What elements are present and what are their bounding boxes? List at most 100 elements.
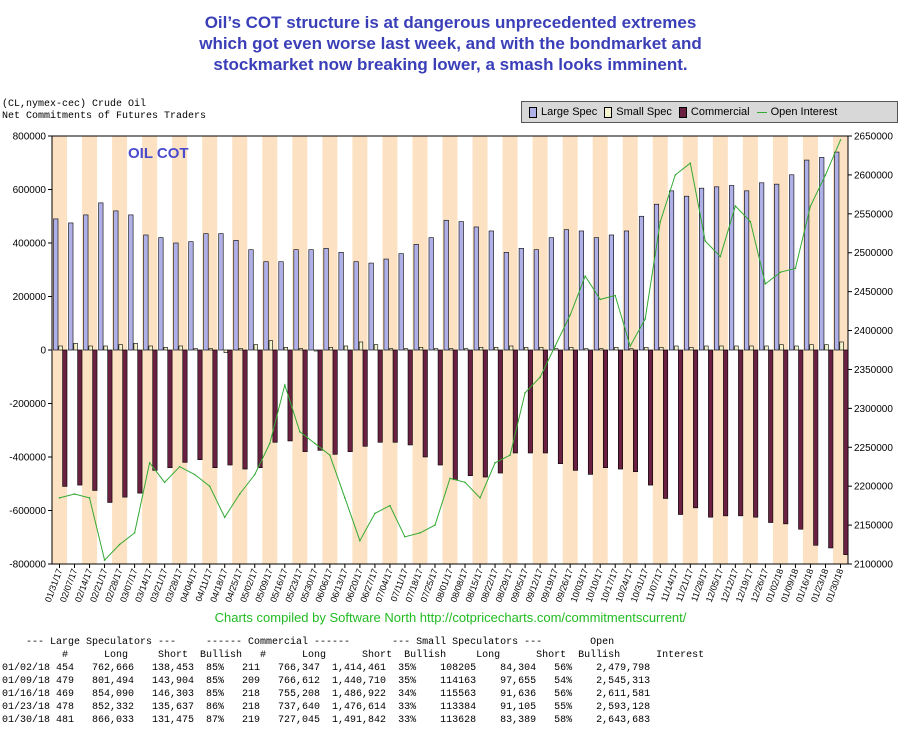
commercial-bar [572, 349, 578, 471]
open-interest-point [539, 376, 541, 379]
small-spec-bar [584, 348, 589, 351]
commercial-bar [212, 349, 218, 468]
left-axis-tick-label: 200000 [13, 292, 47, 303]
large-spec-bar [128, 214, 134, 351]
small-spec-bar [659, 347, 664, 351]
commercial-bar [512, 349, 518, 454]
large-spec-bar [188, 241, 194, 351]
large-spec-bar [203, 233, 209, 351]
commercial-bar [557, 349, 563, 464]
commercial-bar [798, 349, 804, 530]
table-row: 01/30/18 481 866,033 131,475 87% 219 727… [2, 715, 651, 726]
large-spec-bar [383, 258, 389, 351]
small-spec-bar [208, 348, 213, 351]
commercial-bar [663, 349, 669, 499]
small-spec-bar [764, 345, 769, 351]
commercial-bar [828, 349, 834, 549]
large-spec-bar [338, 252, 344, 351]
large-spec-bar [323, 248, 329, 351]
large-spec-bar [623, 230, 630, 351]
open-interest-point [88, 497, 91, 499]
small-spec-bar [554, 348, 559, 351]
open-interest-point [449, 477, 451, 480]
small-spec-bar [524, 347, 529, 351]
open-interest-point [524, 392, 526, 394]
right-axis-tick-label: 2100000 [854, 560, 893, 571]
small-spec-bar [824, 344, 829, 351]
large-spec-bar [443, 219, 449, 351]
chart-legend: Large Spec Small Spec Commercial Open In… [521, 101, 898, 123]
open-interest-point [704, 240, 707, 242]
commercial-bar [122, 349, 128, 498]
commercial-bar [347, 349, 353, 452]
small-spec-bar [794, 345, 799, 351]
large-spec-bar [834, 151, 840, 351]
legend-item: Small Spec [604, 106, 672, 118]
large-spec-bar [638, 215, 645, 351]
left-axis-tick-label: 0 [40, 346, 46, 357]
commercial-bar [272, 349, 278, 443]
left-axis-tick-label: -200000 [9, 399, 46, 410]
left-axis-tick-label: 400000 [13, 239, 47, 250]
right-axis-tick-label: 2200000 [854, 482, 893, 493]
small-spec-bar [163, 347, 168, 351]
oil-cot-annotation: OIL COT [128, 145, 189, 162]
large-spec-bar [173, 242, 179, 351]
open-interest-point [253, 473, 256, 476]
small-spec-bar [464, 348, 469, 351]
open-interest-point [193, 473, 196, 476]
small-spec-bar [73, 343, 78, 351]
legend-swatch-small-spec [604, 106, 613, 118]
commercial-bar [768, 349, 774, 523]
commercial-bar [708, 349, 714, 518]
commercial-bar [678, 349, 684, 515]
commercial-bar [467, 349, 473, 477]
legend-item: Commercial [678, 106, 750, 118]
open-interest-point [283, 384, 286, 386]
left-axis-tick-label: -800000 [9, 560, 46, 571]
open-interest-point [103, 559, 106, 561]
large-spec-bar [53, 218, 59, 351]
commercial-bar [422, 349, 428, 458]
small-spec-bar [704, 345, 709, 351]
open-interest-point [419, 532, 421, 534]
small-spec-bar [328, 347, 334, 351]
small-spec-bar [809, 344, 814, 351]
small-spec-bar [313, 349, 319, 352]
chart-title-line: (CL,nymex-cec) Crude Oil [2, 99, 147, 110]
commercial-bar [242, 349, 248, 470]
commercial-bar [407, 349, 413, 446]
table-row: 01/23/18 478 852,332 135,637 86% 218 737… [2, 702, 651, 713]
open-interest-point [133, 532, 136, 534]
open-interest-point [494, 462, 496, 464]
open-interest-point [163, 481, 166, 484]
legend-label: Large Spec [541, 106, 598, 118]
open-interest-point [659, 220, 662, 223]
small-spec-bar [539, 347, 544, 351]
large-spec-bar [113, 210, 119, 351]
commercial-bar [527, 349, 533, 454]
open-interest-point [238, 493, 241, 495]
small-spec-bar [238, 348, 243, 351]
commercial-bar [62, 349, 68, 487]
right-axis-tick-label: 2250000 [854, 443, 893, 454]
small-spec-bar [298, 348, 304, 351]
large-spec-bar [563, 229, 569, 351]
large-spec-bar [683, 195, 690, 351]
commercial-bar [107, 349, 113, 503]
large-spec-bar [248, 249, 254, 351]
open-interest-point [644, 318, 647, 320]
large-spec-bar [653, 203, 660, 351]
commercial-bar [648, 349, 654, 486]
open-interest-point [734, 205, 737, 207]
open-interest-point [434, 524, 436, 526]
chart-title: (CL,nymex-cec) Crude Oil Net Commitments … [2, 99, 206, 123]
table-row: 01/02/18 454 762,666 138,453 85% 211 766… [2, 663, 651, 674]
open-interest-point [569, 314, 571, 316]
large-spec-bar [668, 190, 675, 351]
small-spec-bar [118, 344, 123, 351]
left-axis-tick-label: -600000 [9, 506, 46, 517]
open-interest-point [359, 539, 361, 542]
large-spec-bar [789, 174, 795, 351]
left-axis-tick-label: 800000 [13, 132, 47, 143]
